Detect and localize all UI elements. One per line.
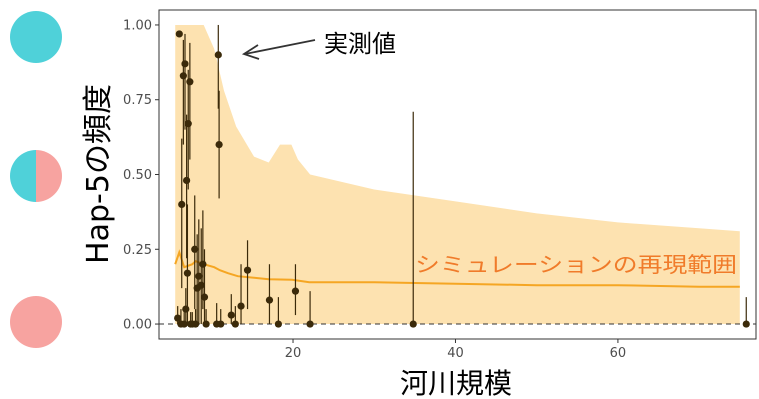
observed-point: [186, 78, 194, 86]
observed-point: [214, 51, 222, 59]
x-tick-label: 60: [610, 346, 627, 361]
observed-point: [243, 266, 252, 274]
legend-circles: [10, 11, 62, 348]
x-axis-ticks: 20 40 60: [285, 339, 626, 361]
observed-point: [409, 320, 417, 328]
observed-point: [174, 314, 182, 322]
observed-point: [265, 296, 274, 304]
y-tick-label: 0.75: [123, 93, 152, 108]
observed-arrow-line: [244, 39, 316, 55]
observed-point: [179, 72, 187, 80]
observed-annotation: 実測値: [241, 30, 396, 60]
observed-arrow-head: [241, 44, 260, 60]
observed-point: [237, 302, 245, 310]
observed-point: [227, 311, 235, 319]
y-axis-ticks: 0.00 0.25 0.50 0.75 1.00: [123, 18, 159, 333]
observed-point: [306, 320, 314, 328]
observed-point: [217, 320, 225, 328]
y-tick-label: 0.50: [123, 168, 152, 183]
observed-point: [202, 320, 210, 328]
y-tick-label: 0.25: [123, 243, 152, 258]
observed-point: [199, 260, 207, 268]
simulation-label: シミュレーションの再現範囲: [415, 253, 737, 277]
legend-half-teal: [10, 150, 36, 202]
observed-point: [183, 176, 191, 185]
observed-point: [231, 320, 239, 328]
observed-point: [175, 30, 183, 38]
observed-point: [197, 281, 205, 289]
observed-point: [291, 287, 300, 295]
observed-point: [742, 320, 750, 328]
simulation-band: [175, 25, 740, 324]
x-axis-title: 河川規模: [400, 367, 512, 399]
y-axis-title: Hap-5の頻度: [81, 84, 116, 264]
observed-point: [215, 140, 223, 149]
observed-point: [182, 305, 190, 313]
observed-point: [184, 120, 192, 128]
y-tick-label: 1.00: [123, 18, 152, 33]
x-tick-label: 40: [447, 346, 464, 361]
observed-point: [178, 200, 186, 209]
legend-circle-half: [10, 150, 62, 202]
observed-point: [195, 272, 203, 280]
observed-point: [183, 269, 192, 277]
observed-point: [180, 320, 188, 328]
legend-circle-pink: [10, 296, 62, 348]
error-bars: [177, 24, 747, 325]
x-tick-label: 20: [285, 346, 302, 361]
legend-half-pink: [36, 150, 62, 202]
observed-label: 実測値: [324, 30, 396, 58]
legend-circle-teal: [10, 11, 62, 63]
observed-point: [200, 293, 209, 301]
observed-point: [181, 60, 189, 68]
observed-point: [191, 320, 200, 328]
observed-point: [191, 245, 199, 253]
simulation-median-line: [174, 249, 740, 288]
y-tick-label: 0.00: [123, 318, 152, 333]
observed-points: [174, 30, 750, 328]
observed-point: [274, 320, 282, 328]
